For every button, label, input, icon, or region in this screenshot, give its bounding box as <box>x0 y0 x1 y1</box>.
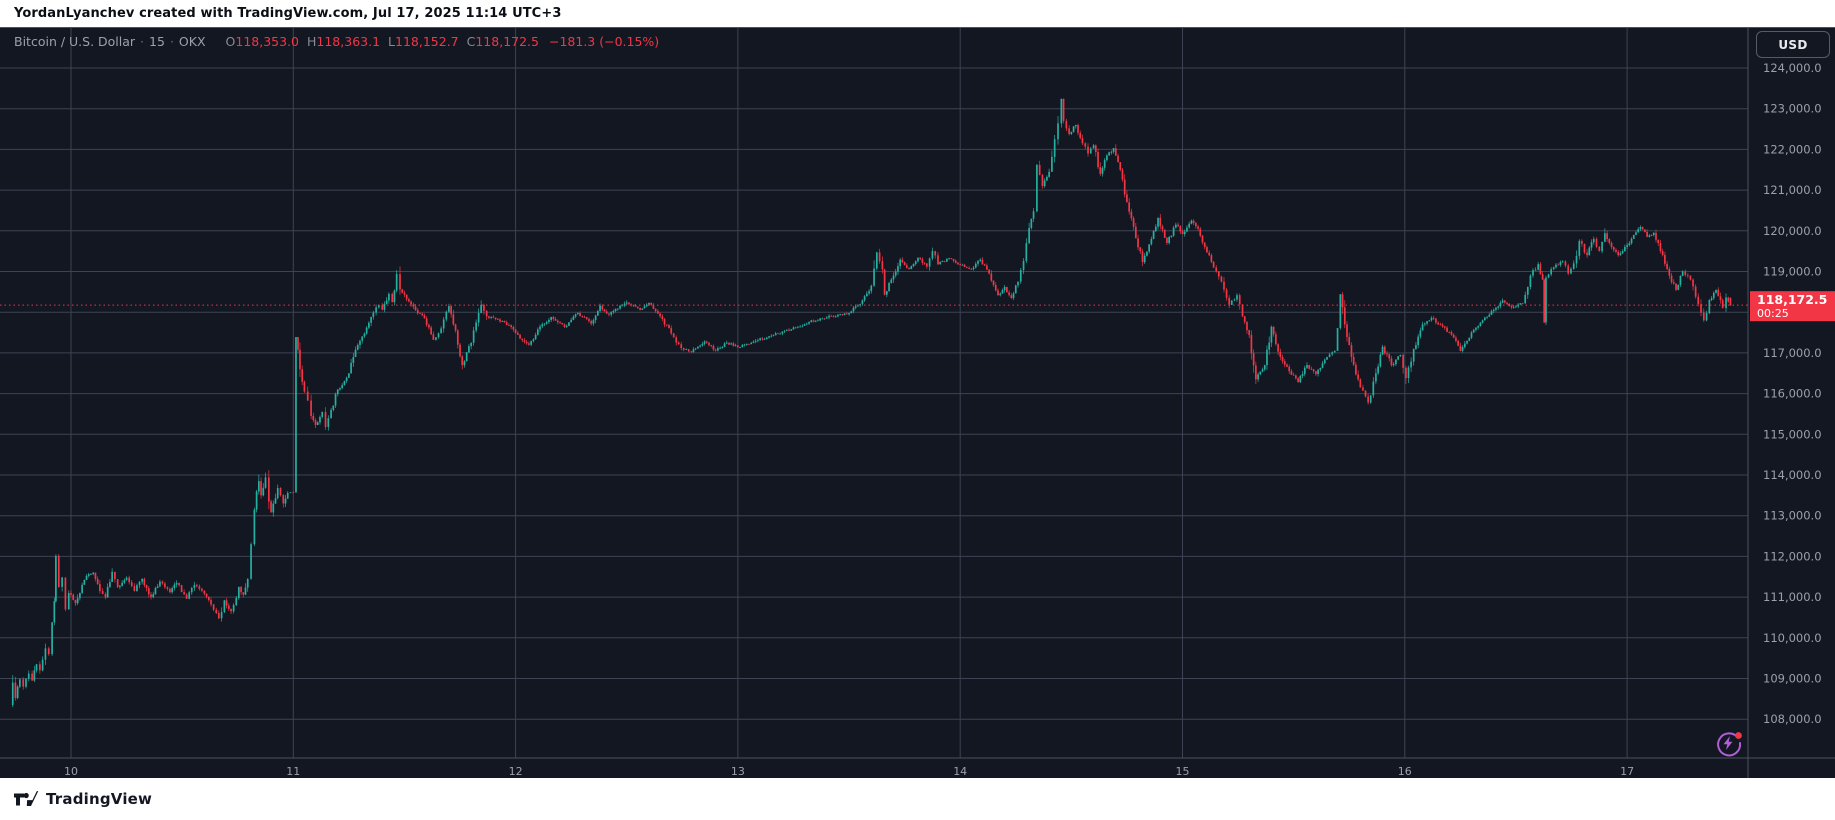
price-tick-label: 123,000.0 <box>1763 102 1822 116</box>
open-label: O <box>225 34 236 49</box>
price-tick-label: 108,000.0 <box>1763 712 1822 726</box>
price-tick-label: 116,000.0 <box>1763 387 1822 401</box>
flash-bolt <box>1723 736 1733 750</box>
price-tick-label: 110,000.0 <box>1763 631 1822 645</box>
symbol-title[interactable]: Bitcoin / U.S. Dollar <box>14 34 136 49</box>
price-tick-label: 117,000.0 <box>1763 346 1822 360</box>
attribution-bar: YordanLyanchev created with TradingView.… <box>0 0 1835 27</box>
candles-up <box>11 98 1727 708</box>
price-tick-label: 119,000.0 <box>1763 265 1822 279</box>
low-label: L <box>388 34 395 49</box>
time-tick-label: 12 <box>509 765 523 778</box>
time-tick-label: 10 <box>64 765 78 778</box>
time-tick-label: 16 <box>1398 765 1412 778</box>
low-value: 118,152.7 <box>395 34 459 49</box>
candles-down <box>14 98 1732 701</box>
legend-separator: · <box>140 34 145 49</box>
high-label: H <box>307 34 317 49</box>
high-value: 118,363.1 <box>316 34 381 49</box>
tradingview-brand-link[interactable]: TradingView <box>14 790 152 808</box>
tradingview-logo-icon <box>14 790 39 806</box>
currency-unit-button[interactable]: USD <box>1756 31 1830 58</box>
interval-label: 15 <box>149 34 165 49</box>
flash-refresh-icon[interactable] <box>1711 726 1745 760</box>
attribution-text: YordanLyanchev created with TradingView.… <box>14 6 562 21</box>
time-tick-label: 15 <box>1176 765 1190 778</box>
last-price-badge: 118,172.500:25 <box>1750 291 1835 322</box>
chart-legend[interactable]: Bitcoin / U.S. Dollar · 15 · OKX O118,353.0 H1… <box>14 34 659 49</box>
price-tick-label: 121,000.0 <box>1763 183 1822 197</box>
footer-bar: TradingView <box>0 778 1835 820</box>
bar-countdown: 00:25 <box>1757 307 1789 320</box>
open-value: 118,353.0 <box>235 34 299 49</box>
gridlines <box>0 27 1748 758</box>
price-tick-label: 124,000.0 <box>1763 61 1822 75</box>
price-tick-label: 113,000.0 <box>1763 509 1822 523</box>
time-axis-labels[interactable]: 10 11 12 13 14 15 16 17 <box>64 765 1634 778</box>
time-tick-label: 11 <box>286 765 300 778</box>
notification-dot <box>1735 732 1742 739</box>
chart-panel[interactable]: 124,000.0 123,000.0 122,000.0 121,000.0 120,… <box>0 27 1835 778</box>
exchange-label: OKX <box>178 34 206 49</box>
time-tick-label: 14 <box>953 765 967 778</box>
flash-circle <box>1717 732 1742 757</box>
ohlc-values: O118,353.0 H118,363.1 L118,152.7 C118,172.5 <box>218 34 539 49</box>
price-tick-label: 120,000.0 <box>1763 224 1822 238</box>
tradingview-brand-name: TradingView <box>46 790 153 808</box>
time-tick-label: 17 <box>1620 765 1634 778</box>
price-tick-label: 112,000.0 <box>1763 549 1822 563</box>
close-label: C <box>466 34 476 49</box>
candlestick-chart[interactable]: 124,000.0 123,000.0 122,000.0 121,000.0 120,… <box>0 27 1835 778</box>
price-tick-label: 122,000.0 <box>1763 142 1822 156</box>
price-tick-label: 114,000.0 <box>1763 468 1822 482</box>
currency-unit-label: USD <box>1778 37 1808 52</box>
axis-borders <box>0 27 1835 778</box>
time-tick-label: 13 <box>731 765 745 778</box>
last-price-label: 118,172.5 <box>1757 292 1827 307</box>
close-value: 118,172.5 <box>475 34 539 49</box>
legend-separator: · <box>169 34 174 49</box>
price-axis-labels[interactable]: 124,000.0 123,000.0 122,000.0 121,000.0 120,… <box>1763 61 1822 726</box>
price-tick-label: 115,000.0 <box>1763 427 1822 441</box>
price-tick-label: 109,000.0 <box>1763 672 1822 686</box>
change-value: −181.3 (−0.15%) <box>548 34 660 49</box>
price-tick-label: 111,000.0 <box>1763 590 1822 604</box>
